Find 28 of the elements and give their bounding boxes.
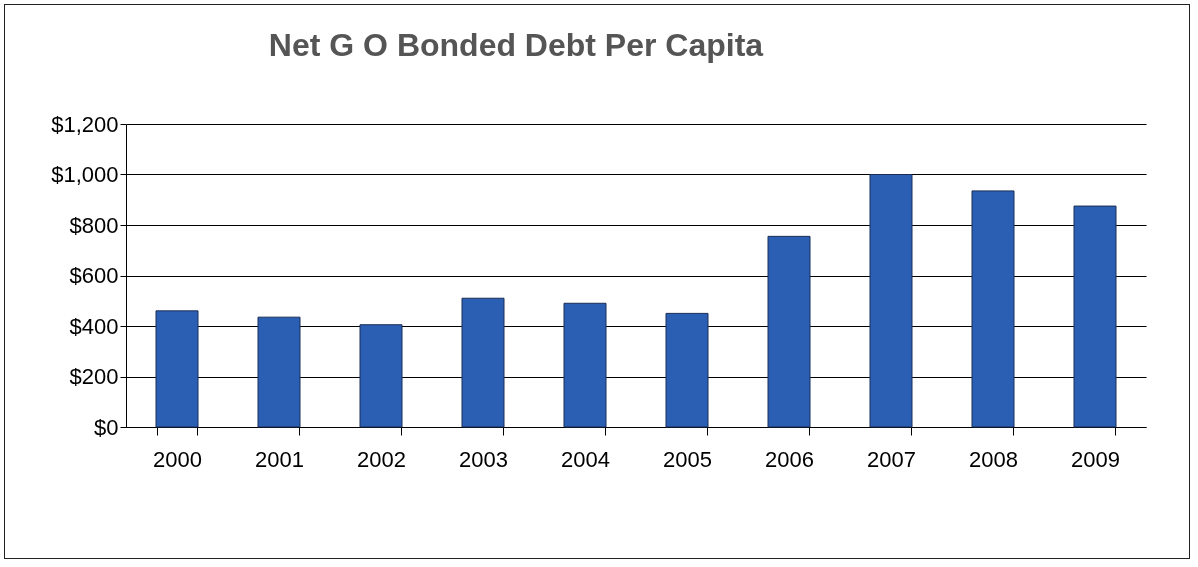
y-tick-label: $600 xyxy=(69,263,119,288)
x-tick-label: 2000 xyxy=(153,446,202,472)
y-tick-label: $800 xyxy=(69,212,119,238)
x-tick-label: 2009 xyxy=(1071,446,1120,472)
bar xyxy=(461,297,505,428)
x-tick-label: 2003 xyxy=(459,446,508,472)
bar xyxy=(563,302,607,428)
bar xyxy=(359,324,403,428)
y-tick-label: $0 xyxy=(94,414,119,440)
x-tick-label: 2004 xyxy=(561,446,610,472)
x-tick-label: 2008 xyxy=(969,446,1018,472)
bar xyxy=(155,310,199,428)
bar xyxy=(665,312,709,428)
x-tick-label: 2001 xyxy=(255,446,304,472)
y-tick-label: $1,200 xyxy=(51,111,119,137)
y-tick-label: $200 xyxy=(69,364,119,389)
bar xyxy=(1073,205,1117,428)
x-tick-label: 2005 xyxy=(663,446,712,472)
bar xyxy=(869,174,913,428)
x-tick-label: 2006 xyxy=(765,446,814,472)
bar xyxy=(767,235,811,428)
y-tick-label: $1,000 xyxy=(51,162,119,187)
y-tick-label: $400 xyxy=(69,313,119,339)
chart-title: Net G O Bonded Debt Per Capita xyxy=(268,27,764,63)
x-tick-label: 2007 xyxy=(867,446,916,472)
bar xyxy=(971,190,1015,428)
bar xyxy=(257,316,301,428)
x-tick-label: 2002 xyxy=(357,446,406,472)
